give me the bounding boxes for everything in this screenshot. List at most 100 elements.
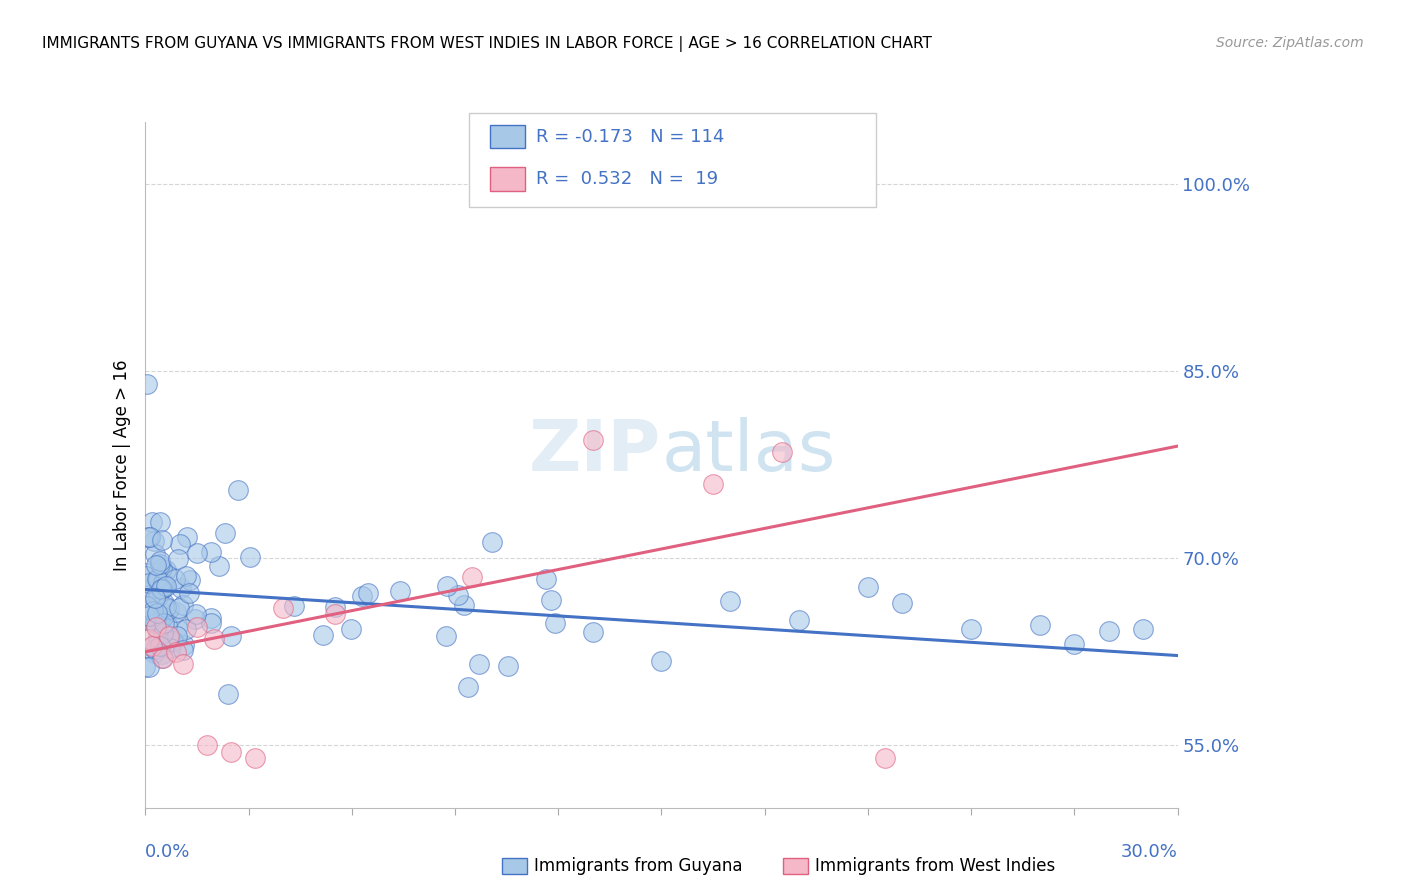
Point [787, 613, 810, 627]
Point [145, 615, 167, 630]
Text: ZIP: ZIP [529, 417, 661, 485]
Point [136, 566, 159, 580]
Point [149, 515, 172, 529]
Point [172, 657, 194, 672]
Point [156, 618, 179, 632]
Point [1098, 624, 1121, 639]
Point [143, 646, 166, 660]
Point [143, 547, 166, 561]
Point [208, 559, 231, 574]
Point [157, 629, 180, 643]
Point [152, 609, 174, 624]
Point [221, 745, 243, 759]
Point [702, 476, 724, 491]
Point [650, 654, 672, 668]
Point [461, 570, 484, 584]
Point [271, 601, 294, 615]
Point [457, 681, 479, 695]
Point [139, 529, 162, 543]
Point [856, 580, 879, 594]
Point [468, 657, 491, 672]
Point [149, 554, 172, 568]
Point [135, 568, 157, 582]
Text: 0.0%: 0.0% [145, 843, 191, 862]
Point [136, 376, 159, 391]
Point [388, 583, 411, 598]
Point [534, 572, 557, 586]
Point [138, 576, 160, 591]
Point [163, 572, 186, 586]
Point [195, 739, 218, 753]
Point [214, 526, 236, 541]
Point [155, 564, 177, 578]
Point [153, 596, 176, 610]
Point [152, 651, 174, 665]
Point [143, 591, 166, 605]
Point [165, 605, 187, 619]
Point [139, 614, 162, 628]
Point [1132, 622, 1154, 636]
Point [200, 611, 222, 625]
Point [186, 546, 208, 560]
Point [581, 433, 603, 447]
Point [312, 628, 335, 642]
Point [339, 622, 361, 636]
Point [152, 626, 174, 640]
Point [146, 607, 169, 621]
Point [179, 586, 201, 600]
Text: IMMIGRANTS FROM GUYANA VS IMMIGRANTS FROM WEST INDIES IN LABOR FORCE | AGE > 16 : IMMIGRANTS FROM GUYANA VS IMMIGRANTS FRO… [42, 36, 932, 52]
Point [172, 643, 194, 657]
Point [145, 558, 167, 573]
Point [202, 632, 225, 647]
Point [436, 578, 458, 592]
Point [138, 608, 160, 623]
Point [146, 572, 169, 586]
Point [145, 620, 167, 634]
Point [718, 593, 741, 607]
Point [481, 535, 503, 549]
Text: Immigrants from West Indies: Immigrants from West Indies [815, 856, 1056, 874]
Point [356, 586, 378, 600]
Point [138, 632, 160, 647]
Point [169, 537, 191, 551]
Point [453, 598, 475, 612]
Point [146, 572, 169, 586]
Point [165, 645, 187, 659]
Point [136, 583, 159, 598]
Point [138, 660, 160, 674]
Text: R = -0.173   N = 114: R = -0.173 N = 114 [536, 128, 724, 145]
Text: R =  0.532   N =  19: R = 0.532 N = 19 [536, 170, 718, 188]
Point [226, 483, 249, 497]
Point [141, 515, 163, 529]
Point [141, 640, 163, 654]
Point [146, 630, 169, 644]
Point [155, 579, 177, 593]
Point [152, 616, 174, 631]
Point [179, 573, 201, 587]
Point [149, 557, 172, 571]
Point [146, 590, 169, 604]
Point [891, 596, 914, 610]
Point [200, 545, 222, 559]
Point [323, 607, 346, 622]
Point [142, 604, 165, 618]
Point [540, 593, 562, 607]
Point [873, 751, 896, 765]
Point [136, 530, 159, 544]
Point [155, 599, 177, 614]
Point [186, 620, 208, 634]
Point [184, 607, 207, 621]
Point [148, 613, 170, 627]
Point [134, 660, 156, 674]
Point [149, 582, 172, 596]
Point [150, 561, 173, 575]
Text: 30.0%: 30.0% [1121, 843, 1178, 862]
Point [184, 612, 207, 626]
Point [770, 445, 793, 459]
Point [352, 590, 374, 604]
Point [167, 551, 190, 566]
Point [169, 600, 191, 615]
Point [217, 687, 239, 701]
Point [157, 601, 180, 615]
Point [155, 567, 177, 582]
